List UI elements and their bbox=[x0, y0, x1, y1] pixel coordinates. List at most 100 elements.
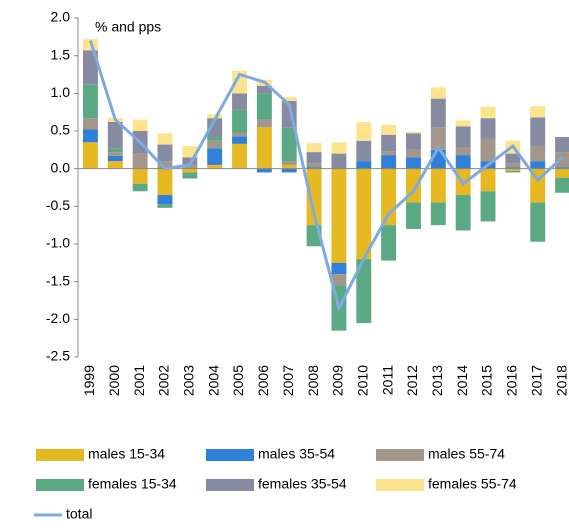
bar-segment bbox=[406, 157, 421, 169]
y-tick-label: -1.0 bbox=[46, 235, 70, 251]
x-tick-label: 2000 bbox=[106, 365, 122, 396]
bar-segment bbox=[157, 168, 173, 196]
x-tick-label: 2003 bbox=[181, 365, 197, 396]
y-tick-label: -1.5 bbox=[46, 272, 70, 288]
bar-segment bbox=[306, 163, 322, 168]
bar-segment bbox=[555, 177, 569, 193]
bar-segment bbox=[157, 161, 173, 169]
legend-swatch bbox=[376, 479, 424, 491]
bar-segment bbox=[356, 168, 372, 260]
bar-segment bbox=[157, 133, 173, 145]
bar-segment bbox=[530, 161, 546, 169]
bar-segment bbox=[132, 183, 148, 192]
bar-segment bbox=[256, 168, 272, 173]
y-tick-label: 1.5 bbox=[51, 46, 71, 62]
bar-segment bbox=[430, 98, 446, 128]
bar-segment bbox=[207, 164, 223, 169]
bar-segment bbox=[331, 153, 347, 169]
bar-segment bbox=[232, 132, 247, 137]
bar-segment bbox=[256, 85, 272, 94]
bar-segment bbox=[232, 109, 247, 133]
bar-segment bbox=[82, 129, 98, 143]
x-tick-label: 2015 bbox=[479, 365, 495, 396]
bar-segment bbox=[182, 146, 198, 158]
legend-label: males 35-54 bbox=[258, 446, 335, 462]
bar-segment bbox=[430, 202, 446, 226]
x-tick-label: 2012 bbox=[404, 365, 420, 396]
legend-label: females 35-54 bbox=[258, 476, 347, 492]
bar-segment bbox=[331, 262, 347, 275]
bar-segment bbox=[430, 127, 446, 150]
bar-segment bbox=[306, 143, 322, 153]
bar-segment bbox=[281, 168, 297, 173]
y-tick-label: 0.5 bbox=[51, 122, 71, 138]
bar-segment bbox=[182, 168, 198, 173]
x-tick-label: 2004 bbox=[205, 365, 221, 396]
bar-segment bbox=[306, 168, 322, 226]
bar-segment bbox=[356, 259, 372, 324]
bar-segment bbox=[281, 164, 297, 169]
x-tick-label: 2001 bbox=[131, 365, 147, 396]
bar-segment bbox=[82, 118, 98, 130]
bar-segment bbox=[82, 50, 98, 85]
x-tick-label: 2017 bbox=[528, 365, 544, 396]
bar-segment bbox=[555, 167, 569, 169]
bar-segment bbox=[430, 87, 446, 99]
bar-segment bbox=[207, 148, 223, 165]
legend-swatch bbox=[206, 479, 254, 491]
x-tick-label: 2013 bbox=[429, 365, 445, 396]
bar-segment bbox=[82, 142, 98, 169]
bar-segment bbox=[207, 114, 223, 119]
bar-segment bbox=[505, 168, 521, 171]
bar-segment bbox=[331, 142, 347, 154]
legend-label: males 55-74 bbox=[428, 446, 505, 462]
bar-segment bbox=[455, 120, 471, 127]
y-tick-label: -2.5 bbox=[46, 348, 70, 364]
y-tick-label: 1.0 bbox=[51, 84, 71, 100]
x-tick-label: 2009 bbox=[330, 365, 346, 396]
bar-segment bbox=[455, 126, 471, 148]
bar-segment bbox=[157, 144, 173, 162]
bar-segment bbox=[480, 168, 496, 192]
bar-segment bbox=[480, 191, 496, 222]
bar-segment bbox=[182, 164, 198, 169]
bar-segment bbox=[530, 106, 546, 118]
bar-segment bbox=[281, 127, 297, 162]
bar-segment bbox=[107, 152, 123, 156]
x-tick-label: 2018 bbox=[553, 365, 569, 396]
bar-segment bbox=[182, 157, 198, 165]
bar-segment bbox=[157, 204, 173, 208]
bar-segment bbox=[480, 138, 496, 162]
bar-segment bbox=[132, 119, 148, 131]
bar-segment bbox=[232, 143, 247, 169]
legend-label: females 15-34 bbox=[88, 476, 177, 492]
bar-segment bbox=[356, 121, 372, 141]
bar-segment bbox=[207, 137, 223, 141]
bar-segment bbox=[256, 93, 272, 120]
legend-swatch bbox=[36, 479, 84, 491]
legend-swatch bbox=[36, 449, 84, 461]
bar-segment bbox=[530, 202, 546, 242]
bar-segment bbox=[505, 170, 521, 173]
bar-segment bbox=[455, 155, 471, 169]
bar-segment bbox=[182, 172, 198, 179]
x-tick-label: 2008 bbox=[305, 365, 321, 396]
bar-segment bbox=[281, 161, 297, 165]
bar-segment bbox=[157, 195, 173, 205]
bar-segment bbox=[207, 118, 223, 138]
bar-segment bbox=[480, 118, 496, 139]
bar-segment bbox=[107, 148, 123, 153]
bar-segment bbox=[555, 168, 569, 178]
bar-segment bbox=[107, 155, 123, 162]
bar-segment bbox=[406, 149, 421, 158]
x-tick-label: 2006 bbox=[255, 365, 271, 396]
legend-label: males 15-34 bbox=[88, 446, 165, 462]
x-tick-label: 2002 bbox=[156, 365, 172, 396]
bar-segment bbox=[430, 168, 446, 203]
bar-segment bbox=[331, 168, 347, 263]
bar-segment bbox=[356, 161, 372, 169]
annotation: % and pps bbox=[95, 19, 161, 35]
bar-segment bbox=[505, 153, 521, 164]
x-tick-label: 2010 bbox=[354, 365, 370, 396]
y-tick-label: 2.0 bbox=[51, 9, 71, 25]
